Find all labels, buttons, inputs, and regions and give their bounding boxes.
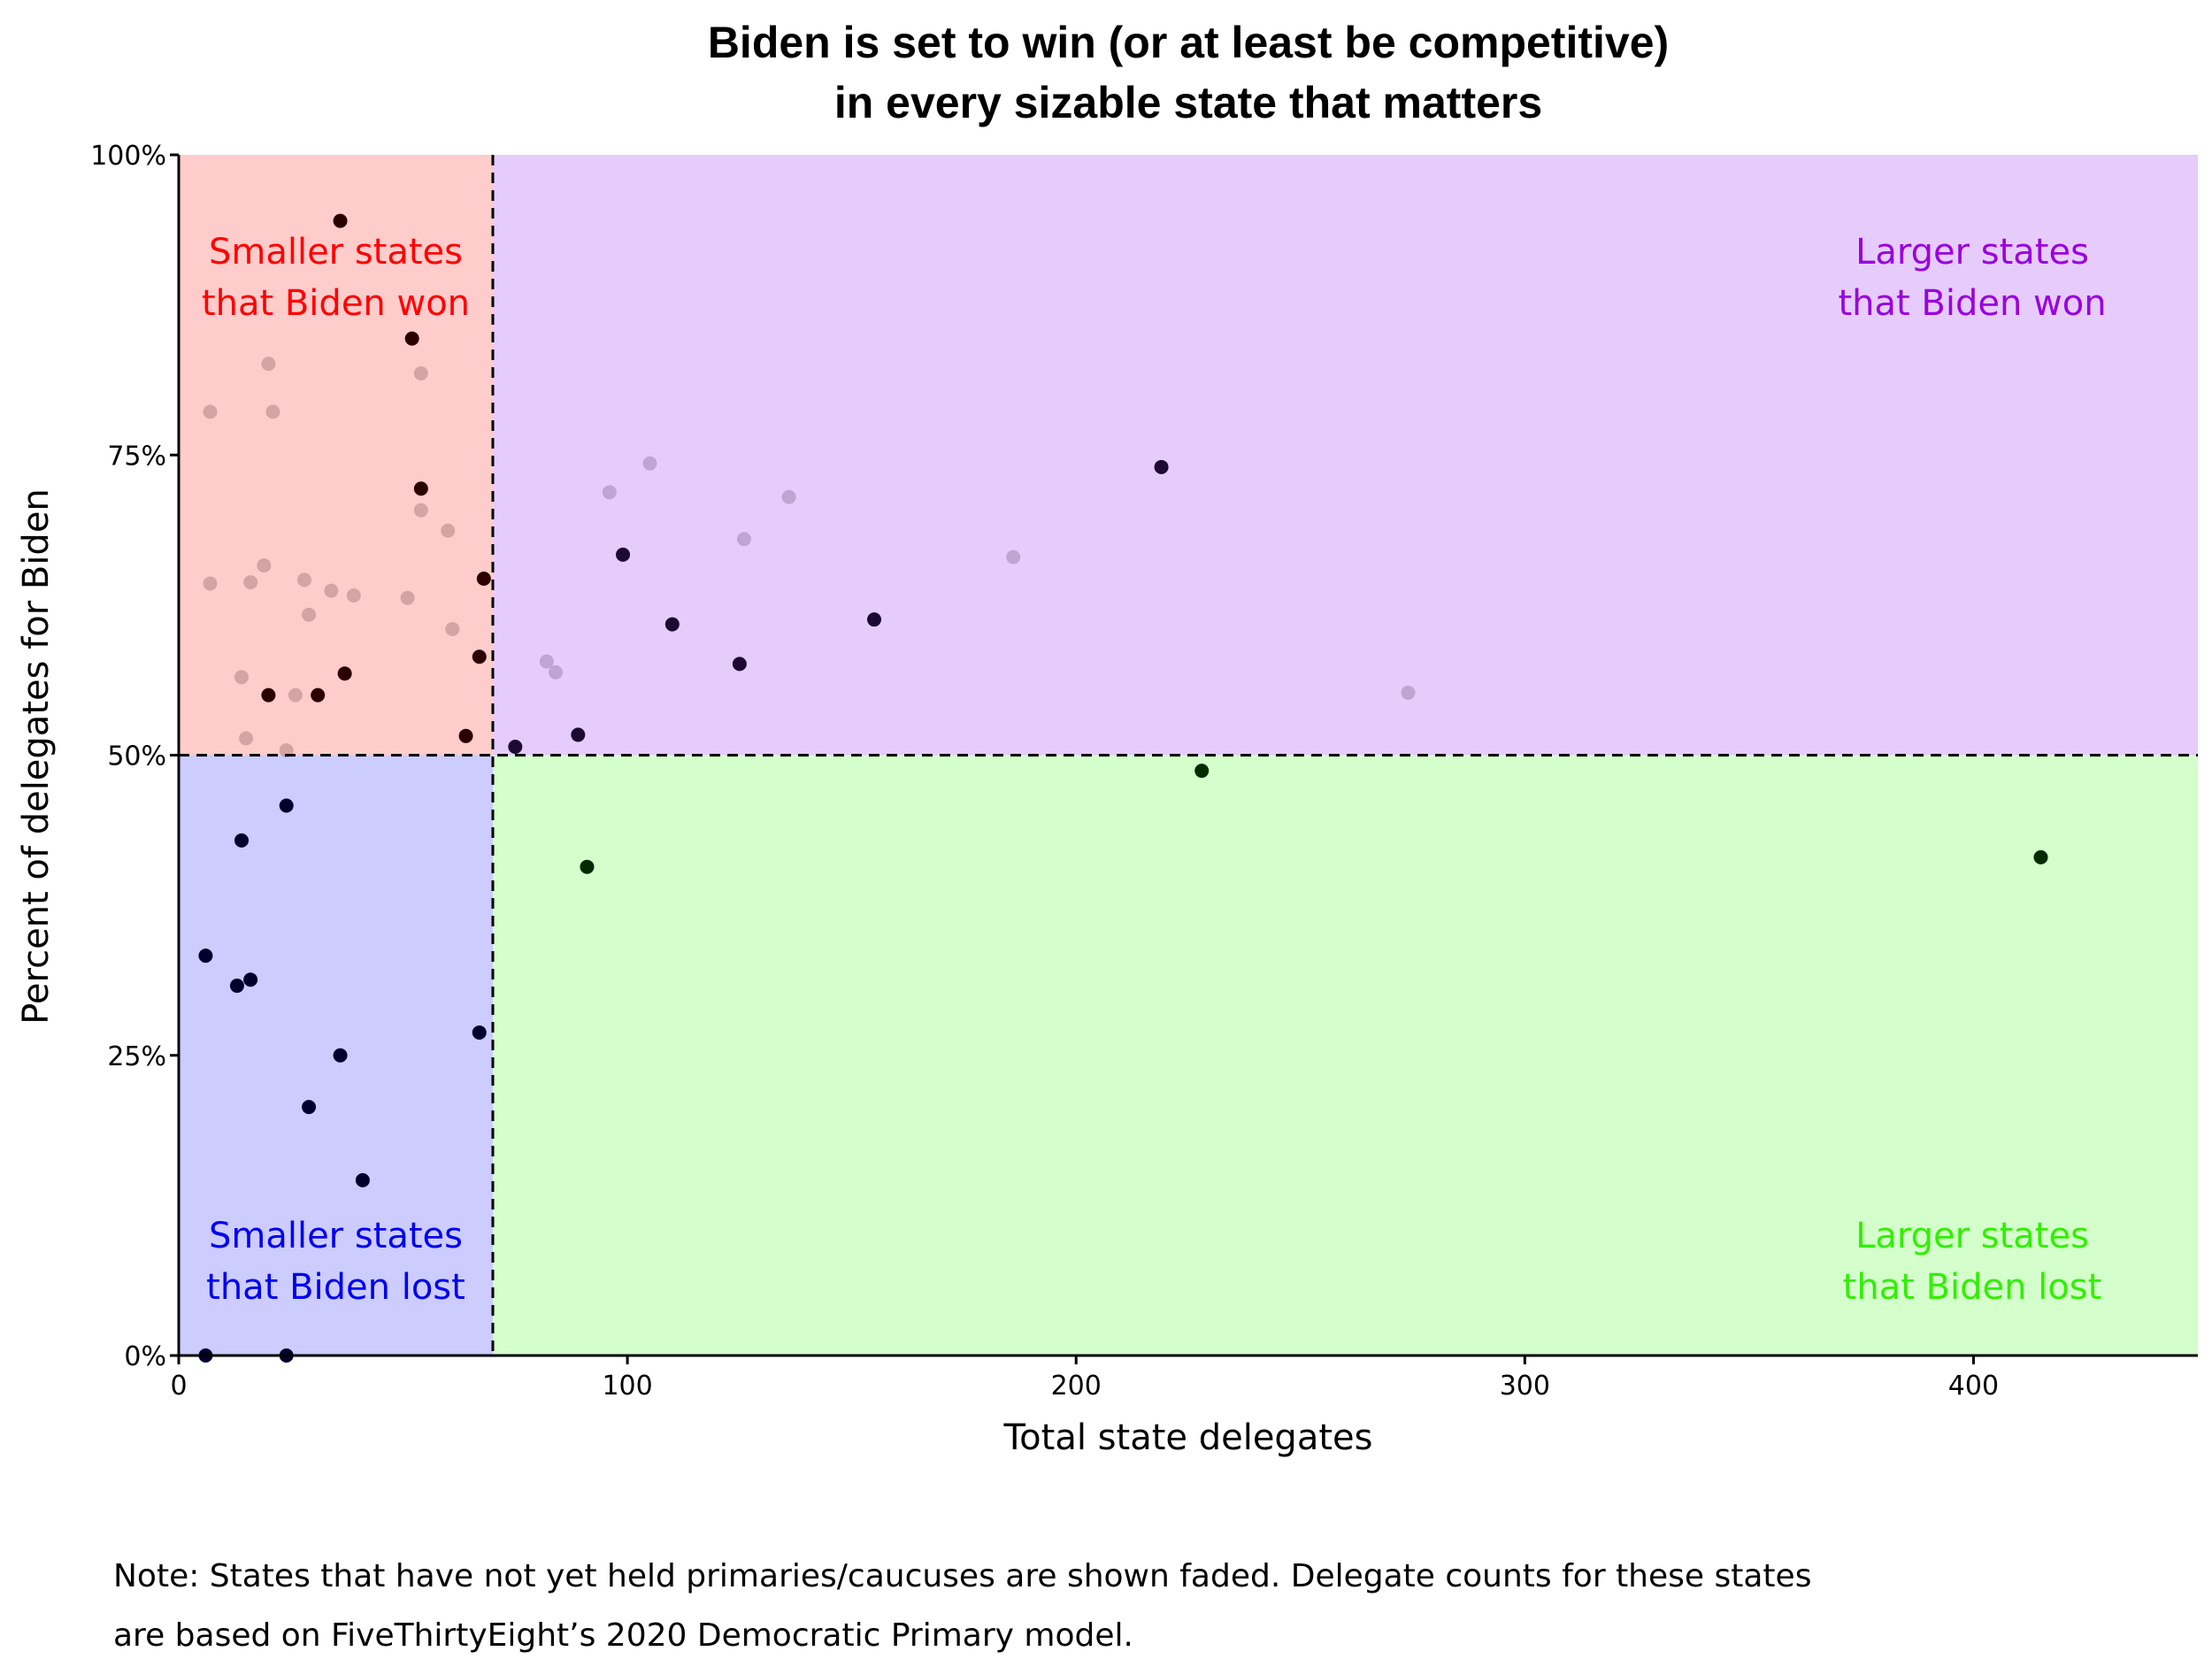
- data-point-16: [508, 740, 523, 755]
- faded-point-7: [203, 576, 218, 591]
- faded-point-27: [1401, 685, 1416, 700]
- quadrant-label-smaller-won-line-2: that Biden won: [202, 283, 470, 324]
- quadrant-label-larger-lost-line-1: Larger states: [1855, 1216, 2089, 1256]
- data-point-7: [261, 687, 276, 703]
- y-tick-label-75: 75%: [107, 441, 166, 472]
- y-tick-label-0: 0%: [124, 1341, 166, 1372]
- faded-point-24: [1006, 549, 1021, 565]
- faded-point-4: [413, 365, 428, 380]
- data-point-6: [337, 666, 352, 681]
- data-point-24: [229, 979, 244, 994]
- quadrant-label-larger-won-line-2: that Biden won: [1838, 283, 2106, 324]
- data-point-4: [476, 572, 491, 587]
- x-axis-ticks: 0 100 200 300 400: [170, 1356, 1999, 1402]
- data-point-14: [732, 657, 747, 672]
- faded-point-15: [445, 622, 460, 637]
- data-point-25: [472, 1025, 487, 1040]
- faded-point-12: [346, 588, 361, 603]
- x-tick-label-100: 100: [602, 1371, 652, 1402]
- y-tick-label-25: 25%: [107, 1041, 166, 1072]
- y-axis-label: Percent of delegates for Biden: [16, 488, 57, 1025]
- data-point-21: [234, 833, 249, 848]
- data-point-9: [458, 728, 473, 743]
- faded-point-13: [400, 590, 415, 605]
- data-point-22: [198, 949, 213, 964]
- data-point-8: [311, 687, 326, 703]
- quadrant-label-larger-lost-line-2: that Biden lost: [1843, 1267, 2102, 1308]
- faded-point-11: [324, 583, 339, 598]
- faded-point-25: [539, 654, 554, 669]
- faded-point-1: [203, 404, 218, 419]
- quadrant-label-smaller-won-line-1: Smaller states: [209, 232, 463, 273]
- data-point-17: [1194, 764, 1210, 779]
- faded-point-14: [302, 607, 317, 622]
- data-point-15: [571, 727, 586, 742]
- y-axis-ticks: 0% 25% 50% 75% 100%: [90, 141, 179, 1372]
- data-point-10: [1154, 459, 1169, 474]
- chart-title-line-2: in every sizable state that matters: [834, 78, 1542, 127]
- quadrant-larger-won: [492, 155, 2198, 756]
- chart-title-line-1: Biden is set to win (or at least be comp…: [708, 18, 1669, 67]
- quadrant-larger-lost: [492, 755, 2198, 1356]
- x-axis-label: Total state delegates: [1003, 1417, 1373, 1458]
- data-points: [198, 213, 2048, 1363]
- faded-point-9: [257, 558, 272, 573]
- faded-point-20: [602, 485, 617, 500]
- data-point-1: [333, 213, 348, 228]
- data-point-26: [333, 1048, 348, 1063]
- quadrant-label-larger-won-line-1: Larger states: [1855, 232, 2089, 273]
- quadrant-smaller-won: [179, 155, 493, 756]
- y-tick-label-100: 100%: [90, 141, 166, 172]
- x-tick-label-300: 300: [1500, 1371, 1550, 1402]
- footnote-line-2: are based on FiveThirtyEight’s 2020 Demo…: [113, 1617, 1133, 1654]
- faded-point-18: [239, 731, 254, 746]
- faded-point-2: [261, 357, 276, 372]
- faded-point-16: [234, 670, 249, 685]
- data-point-27: [302, 1100, 317, 1115]
- quadrant-label-smaller-lost-line-2: that Biden lost: [206, 1267, 465, 1308]
- x-tick-label-400: 400: [1948, 1371, 1999, 1402]
- reference-lines: [179, 155, 2198, 1356]
- quadrant-labels: Smaller states that Biden won Larger state…: [202, 232, 2107, 1308]
- data-point-19: [2033, 849, 2048, 864]
- faded-point-8: [243, 575, 258, 590]
- faded-point-3: [265, 404, 280, 419]
- data-point-20: [279, 798, 294, 813]
- data-point-3: [413, 481, 428, 496]
- faded-point-10: [296, 572, 311, 588]
- data-point-13: [664, 617, 680, 632]
- faded-point-6: [441, 523, 456, 538]
- quadrant-backgrounds: [179, 155, 2198, 1356]
- data-point-12: [867, 612, 882, 627]
- faded-point-17: [288, 687, 303, 703]
- data-point-18: [580, 859, 595, 874]
- quadrant-label-smaller-lost-line-1: Smaller states: [209, 1216, 463, 1256]
- footnote-line-1: Note: States that have not yet held prim…: [113, 1558, 1811, 1594]
- x-tick-label-200: 200: [1051, 1371, 1102, 1402]
- data-point-23: [243, 972, 258, 987]
- data-point-28: [355, 1172, 370, 1187]
- faded-point-21: [642, 456, 657, 471]
- faded-point-22: [781, 489, 796, 504]
- faded-point-23: [736, 532, 751, 547]
- y-tick-label-50: 50%: [107, 741, 166, 772]
- data-point-5: [472, 649, 487, 664]
- data-point-11: [616, 547, 631, 562]
- faded-point-5: [413, 503, 428, 518]
- faded-point-26: [548, 664, 563, 680]
- data-point-2: [404, 331, 419, 346]
- x-tick-label-0: 0: [170, 1371, 187, 1402]
